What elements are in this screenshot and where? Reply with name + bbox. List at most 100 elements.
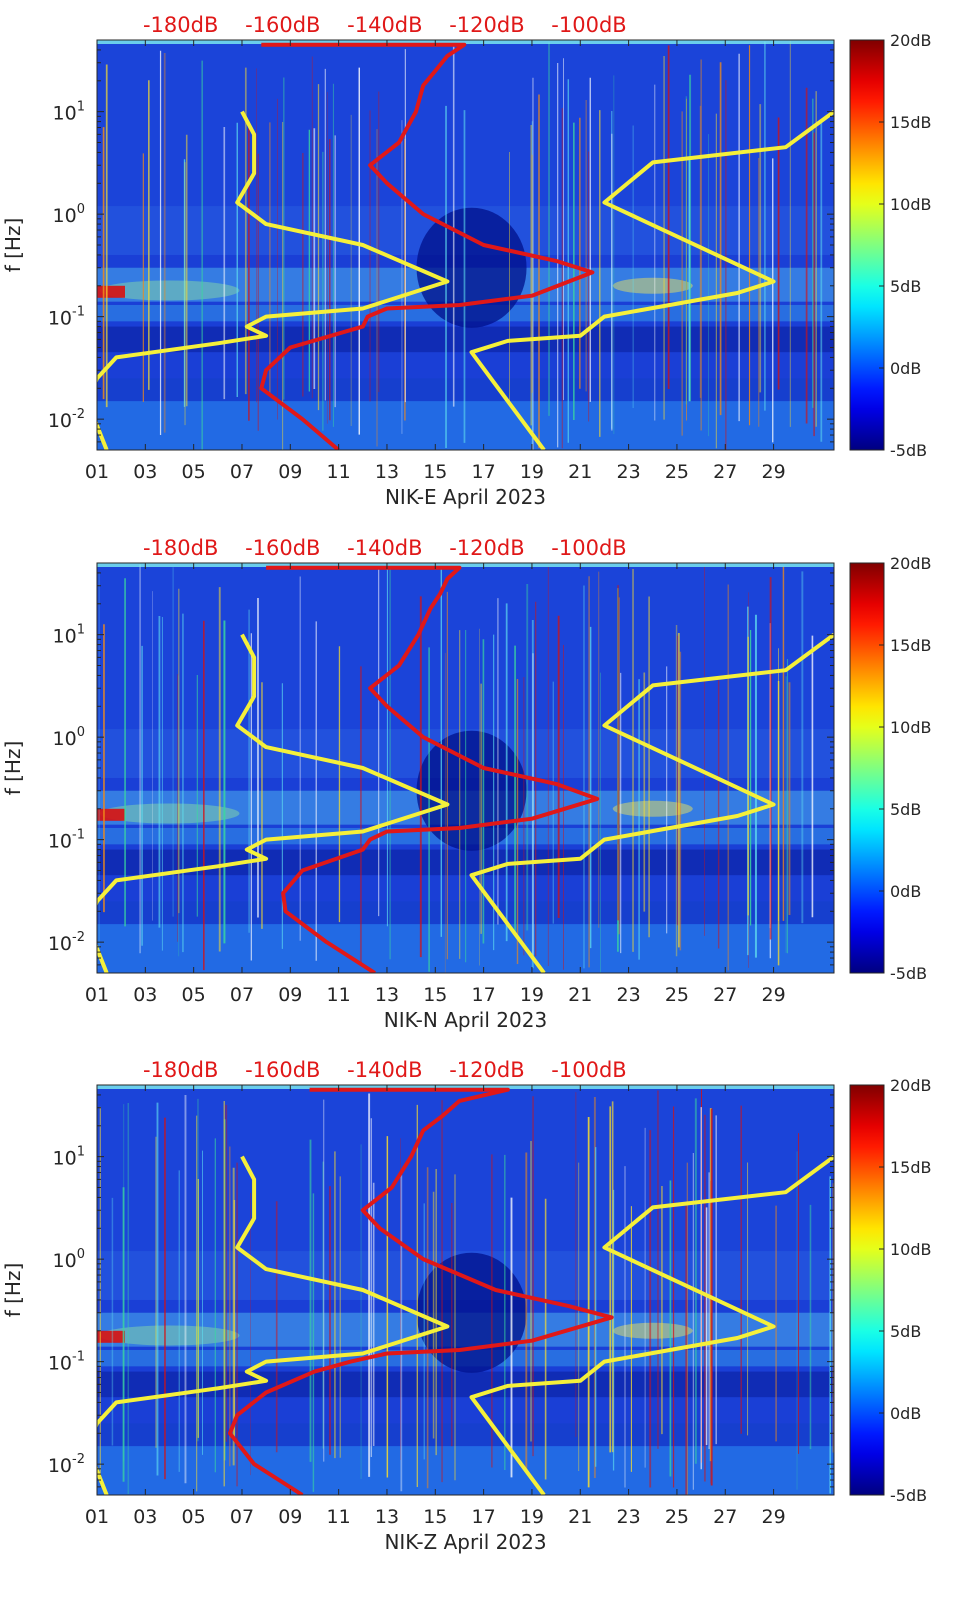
median-psd-line bbox=[266, 565, 600, 973]
y-axis-label: f [Hz] bbox=[1, 218, 25, 273]
x-tick-label: 13 bbox=[375, 461, 399, 483]
nyquist-fringe bbox=[97, 1085, 834, 1089]
colorbar-tick-label: 20dB bbox=[890, 31, 932, 50]
curves bbox=[97, 42, 834, 450]
top-db-label: -140dB bbox=[347, 1058, 422, 1082]
y-tick-label: 10-2 bbox=[48, 407, 85, 432]
band-6 bbox=[97, 40, 834, 207]
median-psd-line bbox=[227, 1087, 614, 1495]
colorbar-tick-label: 15dB bbox=[890, 113, 932, 132]
top-db-label: -160dB bbox=[245, 536, 320, 560]
x-tick-label: 27 bbox=[713, 1506, 737, 1528]
x-tick-label: 09 bbox=[278, 1506, 302, 1528]
colorbar-tick-label: 10dB bbox=[890, 195, 932, 214]
x-tick-label: 09 bbox=[278, 461, 302, 483]
x-tick-label: 27 bbox=[713, 461, 737, 483]
x-tick-label: 17 bbox=[472, 461, 496, 483]
hot-spot bbox=[97, 285, 125, 298]
colorbar-tick-label: 10dB bbox=[890, 718, 932, 737]
top-db-label: -160dB bbox=[245, 1058, 320, 1082]
colorbar-tick-label: 5dB bbox=[890, 800, 921, 819]
x-tick-label: 11 bbox=[327, 461, 351, 483]
colorbar-gradient bbox=[849, 39, 885, 451]
y-axis-label: f [Hz] bbox=[1, 741, 25, 796]
y-axis-label: f [Hz] bbox=[1, 1263, 25, 1318]
x-tick-label: 05 bbox=[182, 984, 206, 1006]
x-tick-label: 03 bbox=[133, 1506, 157, 1528]
top-db-label: -120dB bbox=[449, 13, 524, 37]
band-6 bbox=[97, 1085, 834, 1252]
y-tick-label: 100 bbox=[53, 202, 85, 227]
top-db-label: -100dB bbox=[551, 1058, 626, 1082]
y-tick-label: 100 bbox=[53, 1247, 85, 1272]
y-tick-label: 10-2 bbox=[48, 930, 85, 955]
top-db-label: -140dB bbox=[347, 536, 422, 560]
colorbar-tick-label: 5dB bbox=[890, 1322, 921, 1341]
hot-spot bbox=[97, 808, 125, 821]
colorbar-gradient bbox=[849, 562, 885, 974]
x-tick-label: 23 bbox=[617, 1506, 641, 1528]
band-0 bbox=[97, 401, 834, 450]
curves bbox=[97, 1087, 834, 1495]
y-tick-label: 10-1 bbox=[48, 305, 85, 330]
panel-nik-e: 01 03 05 07 09 11 13 15 17 19 21 23 25 27 29 NIK-E Apri… bbox=[1, 13, 932, 509]
band-1 bbox=[97, 1423, 834, 1447]
band-2 bbox=[97, 1371, 834, 1398]
top-db-label: -180dB bbox=[143, 536, 218, 560]
microseism-blob bbox=[99, 1325, 240, 1346]
x-tick-label: 03 bbox=[133, 984, 157, 1006]
top-db-label: -120dB bbox=[449, 536, 524, 560]
colorbar-tick-label: 15dB bbox=[890, 1158, 932, 1177]
x-tick-label: 19 bbox=[520, 984, 544, 1006]
x-tick-label: 17 bbox=[472, 984, 496, 1006]
x-tick-label: 11 bbox=[327, 1506, 351, 1528]
microseism-blob bbox=[612, 277, 693, 294]
x-tick-label: 23 bbox=[617, 984, 641, 1006]
quiet-zone bbox=[416, 207, 527, 328]
x-tick-label: 07 bbox=[230, 1506, 254, 1528]
x-tick-label: 09 bbox=[278, 984, 302, 1006]
colorbar-tick-label: 0dB bbox=[890, 882, 921, 901]
low-noise-model-line bbox=[97, 633, 450, 973]
x-tick-label: 07 bbox=[230, 984, 254, 1006]
x-axis-label: NIK-E April 2023 bbox=[385, 485, 546, 509]
x-tick-label: 23 bbox=[617, 461, 641, 483]
x-tick-label: 15 bbox=[423, 1506, 447, 1528]
quiet-zone bbox=[416, 730, 527, 851]
low-noise-model-line bbox=[97, 110, 450, 450]
y-tick-label: 10-1 bbox=[48, 828, 85, 853]
quiet-zone bbox=[416, 1252, 527, 1373]
x-tick-label: 29 bbox=[761, 984, 785, 1006]
x-axis-label: NIK-N April 2023 bbox=[384, 1008, 547, 1032]
hot-spot bbox=[97, 1330, 125, 1343]
panel-nik-z: 01 03 05 07 09 11 13 15 17 19 21 23 25 27 29 NIK-Z Apri… bbox=[1, 1058, 932, 1554]
colorbar-tick-label: 20dB bbox=[890, 1076, 932, 1095]
x-tick-label: 25 bbox=[665, 1506, 689, 1528]
x-tick-label: 01 bbox=[85, 461, 109, 483]
x-tick-label: 15 bbox=[423, 984, 447, 1006]
x-tick-label: 07 bbox=[230, 461, 254, 483]
x-tick-label: 13 bbox=[375, 984, 399, 1006]
y-tick-label: 10-1 bbox=[48, 1350, 85, 1375]
top-db-label: -100dB bbox=[551, 536, 626, 560]
colorbar-tick-label: 15dB bbox=[890, 636, 932, 655]
x-tick-label: 29 bbox=[761, 461, 785, 483]
colorbar: 20dB 15dB 10dB 5dB 0dB -5dB bbox=[849, 31, 932, 460]
x-tick-label: 11 bbox=[327, 984, 351, 1006]
spectrogram-image bbox=[97, 1085, 834, 1495]
x-tick-label: 27 bbox=[713, 984, 737, 1006]
x-tick-label: 29 bbox=[761, 1506, 785, 1528]
y-tick-label: 101 bbox=[53, 1145, 85, 1170]
x-tick-label: 19 bbox=[520, 1506, 544, 1528]
curves bbox=[97, 565, 834, 973]
median-psd-line bbox=[259, 42, 595, 450]
y-tick-label: 100 bbox=[53, 725, 85, 750]
x-tick-label: 25 bbox=[665, 461, 689, 483]
top-db-label: -160dB bbox=[245, 13, 320, 37]
top-db-label: -180dB bbox=[143, 1058, 218, 1082]
x-tick-label: 21 bbox=[568, 984, 592, 1006]
low-noise-model-line bbox=[97, 1155, 450, 1495]
x-tick-label: 01 bbox=[85, 984, 109, 1006]
nyquist-fringe bbox=[97, 563, 834, 567]
nyquist-fringe bbox=[97, 40, 834, 44]
